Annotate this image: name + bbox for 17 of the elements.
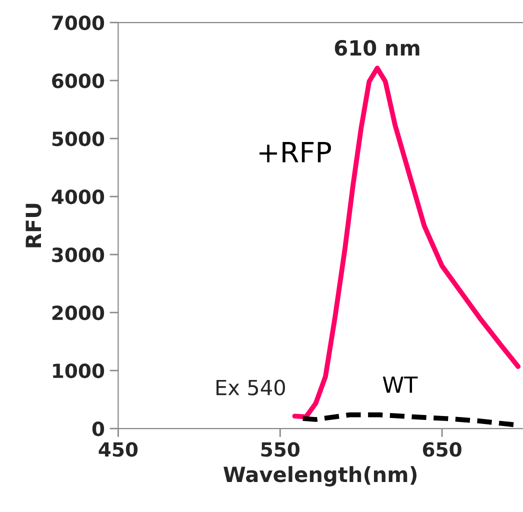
y-axis-title: RFU <box>26 204 42 248</box>
y-tick-label: 6000 <box>52 73 104 88</box>
x-axis-title: Wavelength(nm) <box>224 466 416 486</box>
y-tick-label: 0 <box>92 422 104 436</box>
y-tick-label: 1000 <box>53 364 104 378</box>
x-tick-label: 650 <box>422 442 462 457</box>
x-tick-label: 450 <box>98 442 138 457</box>
y-tick-label: 7000 <box>52 15 104 30</box>
series-label: +RFP <box>260 142 331 162</box>
y-tick-label: 3000 <box>52 247 104 262</box>
annotation: 610 nm <box>334 40 420 56</box>
y-tick-label: 4000 <box>52 189 104 204</box>
annotation: Ex 540 <box>216 380 285 396</box>
x-tick-label: 550 <box>261 442 300 457</box>
y-tick-label: 2000 <box>52 305 104 320</box>
y-tick-label: 5000 <box>52 131 104 146</box>
series-label: WT <box>382 376 418 393</box>
